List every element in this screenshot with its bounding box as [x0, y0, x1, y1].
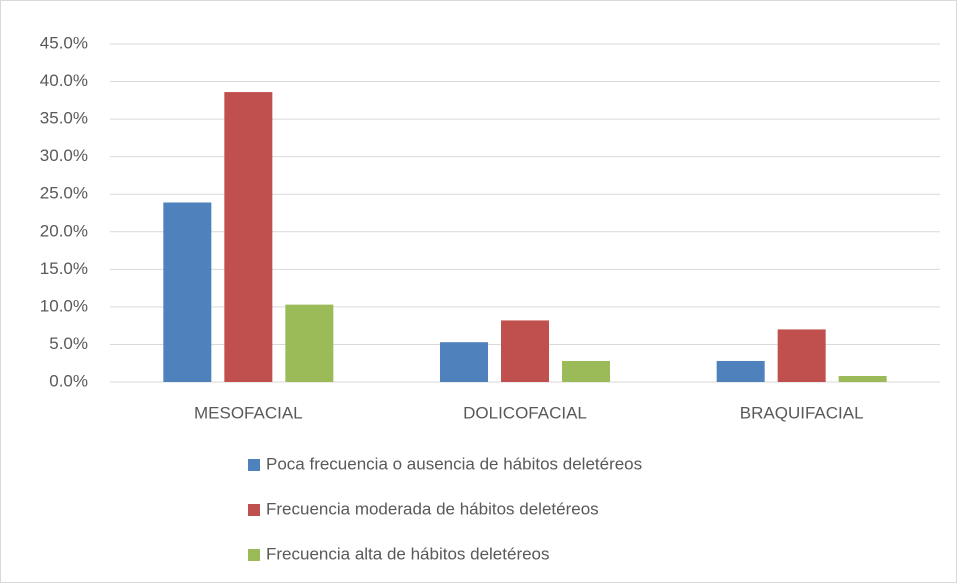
y-tick-label: 35.0%: [40, 109, 88, 128]
y-tick-label: 0.0%: [49, 371, 88, 390]
x-tick-label: BRAQUIFACIAL: [740, 403, 864, 422]
legend-label: Frecuencia moderada de hábitos deletéreo…: [266, 499, 599, 518]
y-tick-label: 25.0%: [40, 184, 88, 203]
bar: [440, 342, 488, 382]
y-tick-label: 15.0%: [40, 259, 88, 278]
bar: [562, 360, 610, 382]
bar: [163, 202, 212, 382]
legend-swatch: [248, 549, 260, 561]
y-tick-label: 30.0%: [40, 146, 88, 165]
x-tick-label: DOLICOFACIAL: [463, 403, 587, 422]
legend-label: Frecuencia alta de hábitos deletéreos: [266, 544, 550, 563]
bar: [285, 304, 334, 382]
y-tick-label: 20.0%: [40, 221, 88, 240]
bar: [777, 329, 826, 382]
bar: [224, 92, 273, 383]
bar: [501, 320, 549, 382]
x-tick-label: MESOFACIAL: [194, 403, 303, 422]
bar: [716, 360, 765, 382]
legend-swatch: [248, 504, 260, 516]
y-tick-label: 45.0%: [40, 33, 88, 52]
legend-swatch: [248, 459, 260, 471]
legend-label: Poca frecuencia o ausencia de hábitos de…: [266, 454, 642, 473]
bar: [838, 375, 887, 382]
y-tick-label: 10.0%: [40, 296, 88, 315]
y-tick-label: 5.0%: [49, 334, 88, 353]
y-tick-label: 40.0%: [40, 71, 88, 90]
